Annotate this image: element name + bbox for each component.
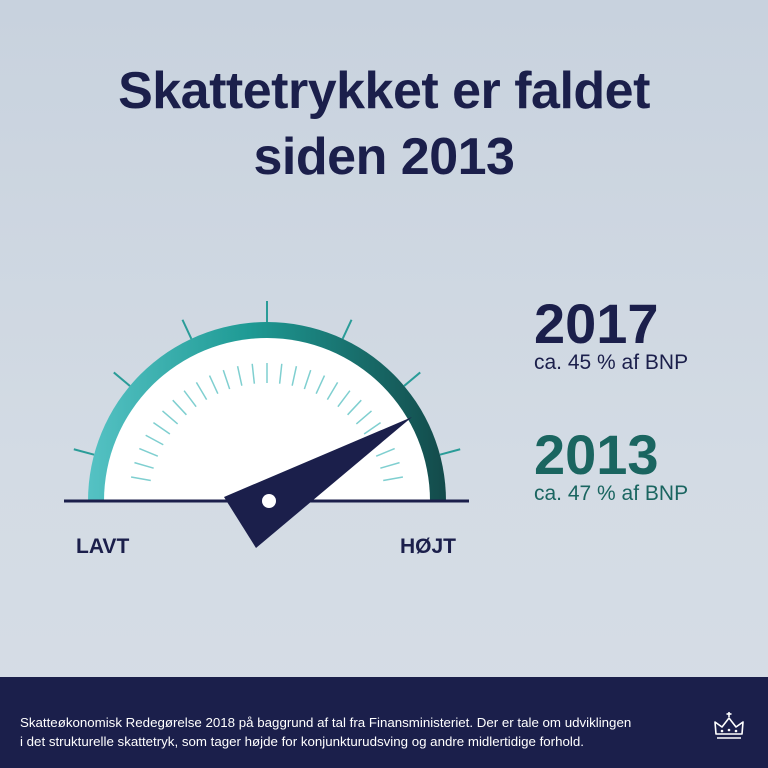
gauge-major-tick [113, 371, 131, 387]
title-line-2: siden 2013 [253, 128, 515, 186]
gauge-minor-tick [161, 410, 179, 425]
gauge-minor-tick [380, 461, 400, 469]
gauge-minor-tick [315, 375, 326, 395]
gauge-minor-tick [251, 363, 256, 384]
gauge-minor-tick [130, 476, 151, 482]
gauge-minor-tick [236, 366, 243, 386]
gauge-minor-tick [195, 382, 208, 400]
gauge-needle [224, 417, 412, 548]
gauge-minor-tick [347, 399, 362, 416]
gauge-minor-tick [355, 410, 373, 425]
gauge-minor-tick [303, 369, 312, 390]
gauge-minor-tick [326, 382, 339, 400]
gauge-major-tick [73, 448, 95, 456]
gauge-minor-tick [172, 399, 187, 416]
gauge-face [104, 338, 430, 501]
gauge-minor-tick [208, 375, 219, 395]
gauge-major-tick [341, 319, 353, 340]
gauge [64, 301, 469, 548]
gauge-minor-tick [134, 461, 154, 469]
gauge-major-tick [403, 371, 421, 387]
footer-line-2: i det strukturelle skattetryk, som tager… [20, 734, 584, 749]
gauge-minor-tick [363, 421, 381, 435]
gauge-minor-tick [183, 390, 197, 408]
gauge-minor-tick [375, 447, 395, 457]
stat-text-2017: ca. 45 % af BNP [534, 351, 689, 374]
gauge-minor-tick [278, 363, 283, 384]
page-title: Skattetrykket er faldet siden 2013 [0, 58, 768, 190]
gauge-minor-tick [222, 369, 231, 390]
gauge-major-tick [181, 319, 193, 340]
gauge-high-label: HØJT [400, 535, 457, 558]
stat-year-2013: 2013 [534, 423, 659, 486]
gauge-minor-tick [145, 434, 164, 446]
footer-source-note: Skatteøkonomisk Redegørelse 2018 på bagg… [20, 713, 700, 751]
stat-text-2013: ca. 47 % af BNP [534, 482, 689, 505]
gauge-minor-tick [153, 421, 171, 435]
gauge-low-label: LAVT [76, 535, 130, 558]
crown-icon [714, 712, 744, 739]
footer: Skatteøkonomisk Redegørelse 2018 på bagg… [0, 677, 768, 768]
gauge-major-ticks [73, 301, 461, 456]
gauge-minor-tick [337, 390, 351, 408]
gauge-minor-tick [291, 366, 298, 386]
gauge-minor-tick [383, 476, 404, 482]
footer-line-1: Skatteøkonomisk Redegørelse 2018 på bagg… [20, 715, 632, 730]
gauge-minor-ticks [130, 363, 404, 482]
title-line-1: Skattetrykket er faldet [118, 62, 650, 120]
gauge-minor-tick [139, 447, 159, 457]
gauge-major-tick [439, 448, 461, 456]
stat-year-2017: 2017 [534, 292, 659, 355]
gauge-needle-hub [262, 494, 276, 508]
